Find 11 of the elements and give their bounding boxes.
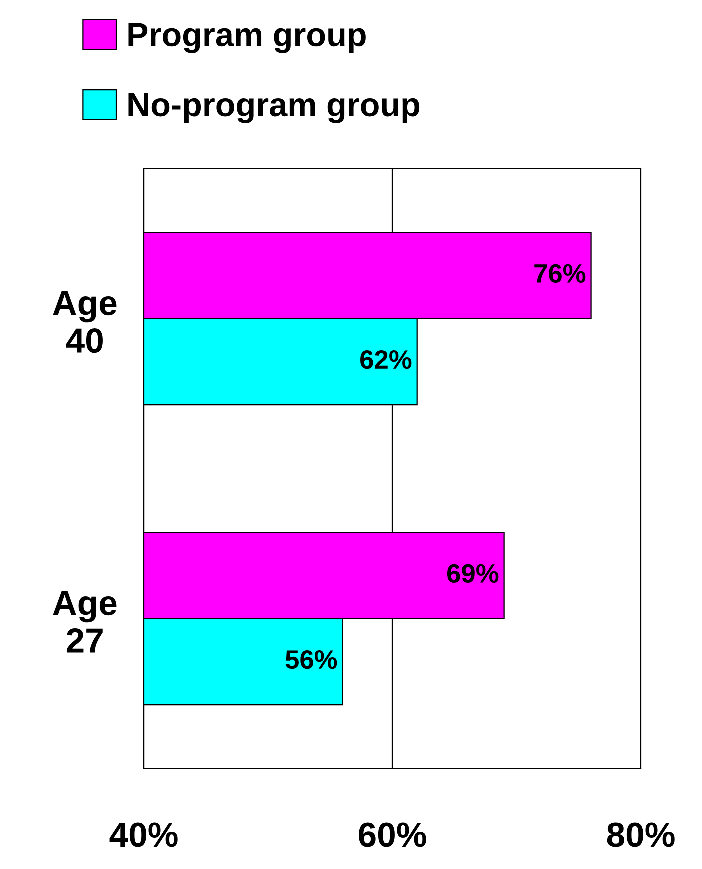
y-tick-label: Age 40 [53, 291, 117, 354]
text: 62% [360, 350, 412, 370]
y-tick-label: Age 27 [53, 591, 117, 653]
text: 76% [534, 264, 586, 284]
legend-label: No-program group [128, 93, 420, 124]
text: 69% [448, 564, 499, 584]
legend-label: Program group [128, 23, 366, 54]
x-tick-label: 40% [110, 822, 178, 848]
x-tick-label: 80% [607, 822, 675, 848]
text: 56% [286, 650, 338, 670]
x-tick-label: 60% [359, 822, 426, 848]
